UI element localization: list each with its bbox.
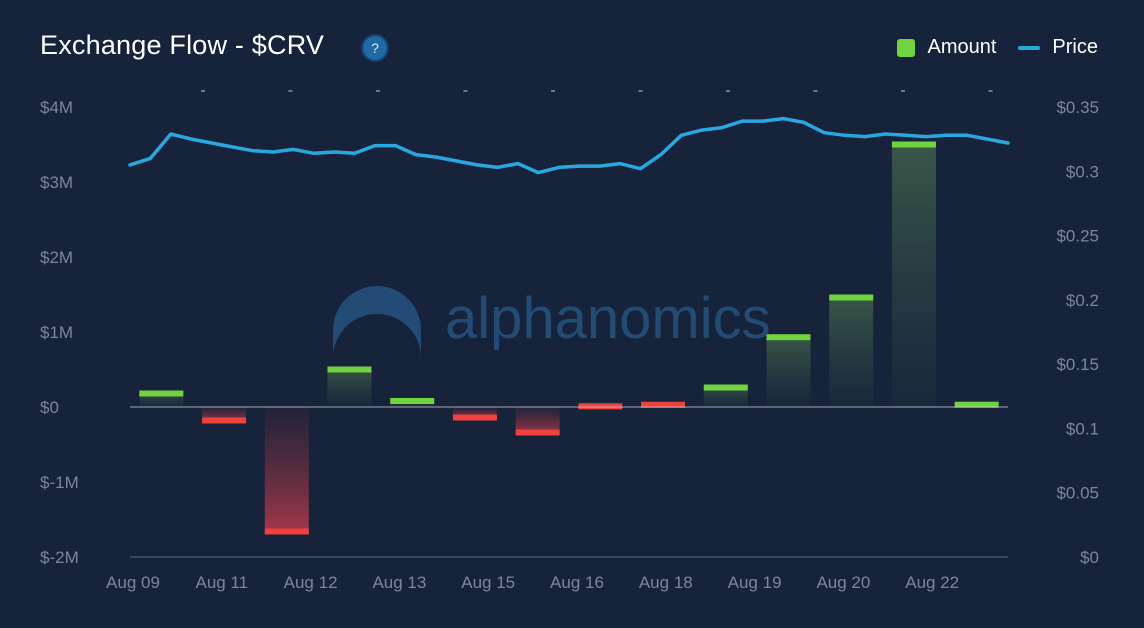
- x-tick-label: Aug 11: [195, 573, 248, 592]
- x-tick-label: Aug 15: [461, 573, 515, 592]
- y-left-tick-label: $4M: [40, 98, 73, 117]
- amount-bar-cap: [891, 141, 936, 148]
- y-right-tick-label: $0.05: [1056, 484, 1099, 503]
- amount-bar[interactable]: [829, 294, 874, 408]
- amount-bar-cap: [641, 401, 686, 408]
- amount-bar-body: [829, 294, 874, 407]
- amount-bar-body: [891, 141, 936, 407]
- y-left-tick-label: $2M: [40, 248, 73, 267]
- amount-bar-cap: [954, 401, 999, 408]
- chart-title: Exchange Flow - $CRV: [40, 30, 325, 60]
- x-tick-label: Aug 19: [728, 573, 782, 592]
- y-right-tick-label: $0.35: [1056, 98, 1099, 117]
- amount-swatch-icon: [897, 38, 916, 57]
- amount-bar-cap: [766, 334, 811, 341]
- amount-bar-cap: [264, 528, 309, 535]
- y-right-tick-label: $0.1: [1066, 419, 1099, 438]
- amount-bar[interactable]: [954, 401, 999, 408]
- x-tick-label: Aug 13: [372, 573, 426, 592]
- x-tick-label: Aug 18: [639, 573, 693, 592]
- legend-item-price[interactable]: Price: [1018, 36, 1098, 59]
- watermark-logo-icon: [333, 286, 421, 358]
- amount-bar-cap: [139, 390, 184, 397]
- price-swatch-icon: [1018, 45, 1041, 50]
- amount-bar-cap: [578, 403, 623, 410]
- x-tick-label: Aug 16: [550, 573, 604, 592]
- x-tick-label: Aug 12: [284, 573, 338, 592]
- y-left-tick-label: $0: [40, 398, 59, 417]
- amount-bar-body: [327, 366, 372, 407]
- amount-bar-cap: [452, 414, 497, 421]
- watermark-text: alphanomics: [445, 286, 771, 351]
- amount-bar[interactable]: [139, 390, 184, 408]
- y-right-tick-label: $0.15: [1056, 355, 1099, 374]
- amount-bar[interactable]: [390, 398, 435, 407]
- x-tick-label: Aug 09: [106, 573, 160, 592]
- legend-item-amount[interactable]: Amount: [897, 36, 996, 59]
- amount-bar-body: [264, 407, 309, 535]
- amount-bar[interactable]: [515, 407, 560, 436]
- amount-bar[interactable]: [327, 366, 372, 408]
- amount-bar-cap: [515, 429, 560, 436]
- x-tick-label: Aug 22: [905, 573, 959, 592]
- watermark: alphanomics: [333, 286, 771, 358]
- legend: Amount Price: [897, 36, 1098, 59]
- y-left-tick-label: $3M: [40, 173, 73, 192]
- amount-bar[interactable]: [766, 334, 811, 407]
- amount-bar[interactable]: [202, 407, 247, 424]
- legend-label-price: Price: [1052, 36, 1098, 58]
- y-right-tick-label: $0.3: [1066, 162, 1099, 181]
- amount-bar[interactable]: [264, 407, 309, 535]
- y-right-tick-label: $0.25: [1056, 227, 1099, 246]
- amount-bar-cap: [327, 366, 372, 373]
- y-right-tick-label: $0.2: [1066, 291, 1099, 310]
- amount-bar-cap: [390, 398, 435, 404]
- legend-label-amount: Amount: [927, 36, 997, 58]
- x-tick-label: Aug 20: [816, 573, 870, 592]
- amount-bar-body: [766, 334, 811, 407]
- amount-bar[interactable]: [452, 407, 497, 421]
- y-left-tick-label: $-2M: [40, 548, 79, 567]
- amount-bar-cap: [703, 384, 748, 391]
- y-left-tick-label: $-1M: [40, 473, 79, 492]
- y-left-tick-label: $1M: [40, 323, 73, 342]
- amount-bar-cap: [202, 417, 247, 424]
- amount-bar[interactable]: [891, 141, 936, 408]
- amount-bar[interactable]: [703, 384, 748, 408]
- y-right-tick-label: $0: [1080, 548, 1099, 567]
- amount-bar[interactable]: [578, 403, 623, 410]
- amount-bar-cap: [829, 294, 874, 301]
- price-line[interactable]: [128, 116, 1010, 175]
- help-icon[interactable]: ?: [361, 34, 389, 62]
